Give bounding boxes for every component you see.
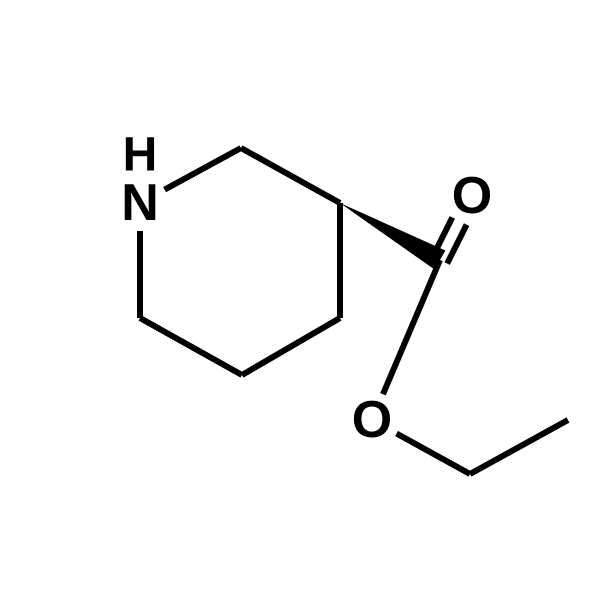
bond-line [242, 318, 340, 375]
bond-line [241, 148, 340, 203]
atom-h-label: H [123, 129, 158, 182]
bond-line [165, 148, 241, 190]
bond-line [447, 225, 466, 264]
bond-wedge [340, 203, 445, 270]
atom-label: O [452, 167, 492, 225]
bond-line [397, 434, 470, 474]
bond-line [383, 260, 440, 394]
bond-line [140, 318, 242, 375]
molecule-diagram: NH O O [0, 0, 600, 600]
bond-line [470, 420, 568, 474]
atom-label: O [352, 391, 392, 449]
atom-label: N [121, 174, 159, 232]
